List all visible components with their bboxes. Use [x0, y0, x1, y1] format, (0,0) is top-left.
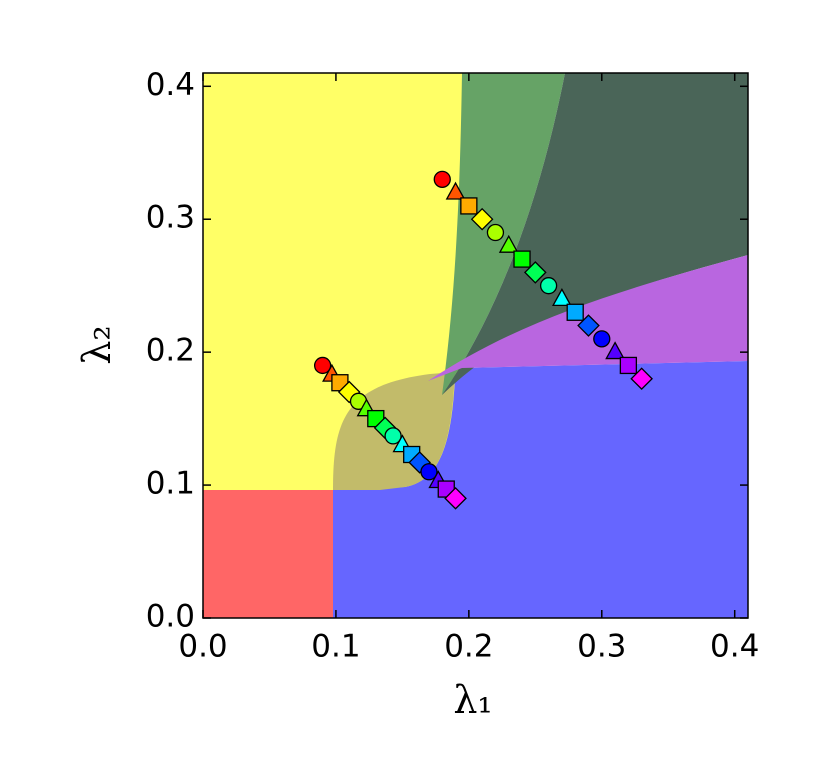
y-tick-label: 0.4 — [146, 67, 195, 103]
y-tick-label: 0.2 — [146, 333, 195, 369]
point — [513, 250, 531, 268]
point — [420, 463, 438, 481]
point — [552, 288, 572, 307]
point — [444, 487, 467, 510]
point — [566, 303, 584, 321]
x-tick-label: 0.4 — [710, 629, 759, 665]
point — [605, 341, 625, 360]
x-tick-label: 0.0 — [178, 629, 227, 665]
regions — [203, 73, 748, 618]
x-tick-label: 0.3 — [577, 629, 626, 665]
point — [619, 356, 638, 375]
point — [433, 170, 451, 188]
y-tick-label: 0.3 — [146, 200, 195, 236]
region-blue — [333, 361, 748, 618]
point — [313, 356, 332, 375]
point — [470, 207, 494, 231]
y-tick-label: 0.1 — [146, 466, 195, 502]
point — [460, 197, 478, 215]
point — [445, 181, 466, 200]
point — [384, 427, 402, 445]
x-tick-label: 0.2 — [444, 629, 493, 665]
x-axis-label: λ₁ — [453, 678, 492, 722]
y-tick-label: 0.0 — [146, 599, 195, 635]
point — [486, 223, 505, 242]
plot-frame — [202, 72, 749, 619]
region-darkgreen — [442, 73, 748, 395]
point — [498, 234, 519, 253]
point — [593, 330, 611, 348]
point — [577, 314, 600, 337]
point — [523, 261, 547, 284]
y-axis-label: λ₂ — [75, 325, 119, 364]
point — [539, 277, 558, 295]
x-tick-label: 0.1 — [311, 629, 360, 665]
point — [630, 367, 653, 391]
region-red — [203, 490, 333, 618]
